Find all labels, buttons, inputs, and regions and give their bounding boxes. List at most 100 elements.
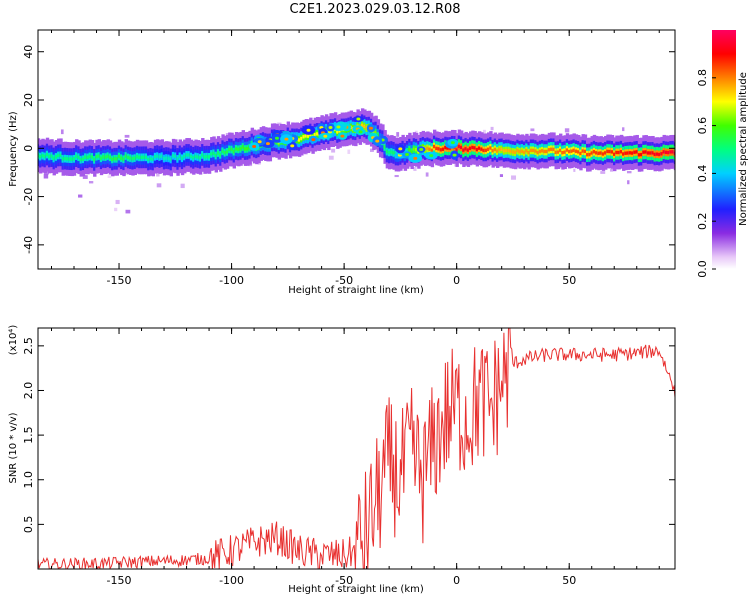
heatmap-cell (45, 152, 50, 157)
colorbar-ticks: 0.0 0.2 0.4 0.6 0.8 (696, 69, 716, 278)
heatmap-blob-core (450, 141, 455, 145)
colorbar-gradient (712, 30, 736, 269)
heatmap-cell (131, 156, 135, 161)
heatmap-cell (439, 148, 444, 152)
y-tick-label: 2.5 (22, 337, 35, 355)
heatmap-speckle (156, 171, 160, 177)
heatmap-speckle (156, 183, 162, 188)
heatmap-cell (174, 154, 178, 158)
heatmap-cell (338, 129, 342, 133)
heatmap-cell (59, 153, 63, 158)
heatmap-blob-core (419, 148, 424, 152)
heatmap-blob-core (368, 126, 373, 130)
heatmap-cell (376, 134, 381, 138)
heatmap-speckle (627, 180, 630, 185)
heatmap-cell (667, 150, 671, 155)
heatmap-cell (590, 151, 594, 155)
colorbar-tick-label: 0.6 (696, 117, 709, 135)
heatmap-speckle (600, 171, 606, 174)
heatmap-speckle (490, 126, 494, 131)
heatmap-speckle (414, 130, 418, 135)
heatmap-cell (149, 157, 153, 161)
heatmap-cell (655, 152, 660, 156)
heatmap-cell (518, 150, 522, 154)
heatmap-blob-core (323, 134, 328, 138)
heatmap-cell (147, 157, 151, 162)
heatmap-cell (102, 155, 106, 159)
heatmap-cell (176, 157, 180, 161)
x-tick-label: 0 (453, 274, 460, 287)
heatmap-blob-core (452, 153, 457, 157)
heatmap-cell (153, 154, 158, 159)
heatmap-cell (653, 152, 657, 157)
heatmap-cell (387, 150, 392, 155)
heatmap-cell (392, 151, 396, 155)
heatmap-cell (126, 155, 131, 160)
heatmap-blob-core (375, 139, 380, 143)
heatmap-cell (527, 150, 531, 155)
heatmap-cell (486, 147, 491, 151)
heatmap-cell (525, 149, 529, 153)
spectrogram-panel: -150 -100 -50 0 50 -40 -20 0 20 40 Height of stra… (8, 29, 676, 296)
heatmap-cell (219, 153, 223, 157)
heatmap-cell (363, 124, 367, 129)
heatmap-cell (151, 157, 155, 162)
heatmap-cell (495, 149, 500, 153)
heatmap-cell (246, 147, 250, 151)
heatmap-cell (243, 147, 248, 151)
heatmap-speckle (115, 199, 120, 205)
heatmap-cell (552, 147, 556, 152)
heatmap-cell (466, 148, 471, 152)
heatmap-cell (212, 151, 216, 156)
heatmap-speckle (425, 172, 429, 177)
x-tick-label: -150 (107, 274, 132, 287)
heatmap-blob-core (284, 137, 289, 141)
heatmap-cell (572, 148, 576, 152)
x-tick-label: -100 (219, 574, 244, 587)
heatmap-speckle (124, 134, 130, 138)
heatmap-cell (169, 157, 174, 162)
heatmap-cell (113, 157, 117, 161)
heatmap-cell (84, 155, 88, 159)
heatmap-cell (437, 147, 441, 151)
heatmap-cell (117, 154, 122, 159)
x-tick-label: -100 (219, 274, 244, 287)
spectrogram-frame (37, 29, 676, 270)
heatmap-cell (547, 148, 552, 152)
heatmap-cell (93, 158, 97, 162)
heatmap-cell (613, 152, 617, 156)
heatmap-cell (122, 157, 126, 161)
snr-y-axis-label: SNR (10 * v/v) (8, 412, 19, 483)
heatmap-cell (480, 147, 484, 151)
heatmap-cell (651, 151, 655, 155)
heatmap-blob-core (340, 134, 345, 138)
heatmap-cell (79, 158, 83, 162)
heatmap-cell (156, 154, 160, 158)
heatmap-cell (502, 149, 507, 153)
heatmap-cell (167, 156, 171, 161)
heatmap-speckle (499, 174, 504, 177)
heatmap-cell (624, 151, 628, 155)
heatmap-cell (410, 150, 414, 154)
heatmap-cell (669, 150, 673, 154)
snr-series-line (38, 328, 675, 569)
heatmap-cell (158, 155, 162, 159)
heatmap-speckle (626, 170, 632, 174)
heatmap-cell (142, 155, 146, 159)
heatmap-cell (640, 152, 644, 157)
heatmap-blob-core (336, 125, 341, 129)
heatmap-cell (135, 155, 140, 159)
heatmap-speckle (107, 175, 112, 178)
heatmap-cell (104, 155, 108, 159)
heatmap-cell (426, 146, 430, 151)
heatmap-cell (192, 156, 196, 160)
heatmap-cell (48, 154, 52, 159)
heatmap-cell (622, 152, 626, 156)
heatmap-cell (477, 146, 482, 150)
heatmap-cell (538, 149, 543, 154)
heatmap-cell (642, 150, 646, 154)
heatmap-speckle (396, 132, 400, 137)
heatmap-cell (61, 157, 65, 161)
y-tick-label: 0.5 (22, 516, 35, 534)
heatmap-cell (54, 155, 59, 159)
